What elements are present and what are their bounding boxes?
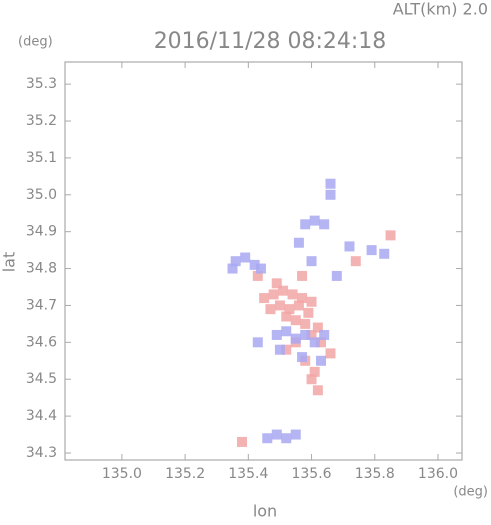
echo-cell (265, 304, 276, 315)
chart-title: 2016/11/28 08:24:18 (154, 29, 387, 54)
echo-cell (316, 355, 327, 366)
echo-cell (281, 311, 292, 322)
echo-cell (306, 329, 317, 340)
echo-cell (262, 433, 273, 444)
x-tick-label: 136.0 (418, 466, 458, 482)
echo-cell (230, 256, 241, 267)
echo-cell (325, 348, 336, 359)
echo-cell (379, 248, 390, 259)
echo-cell (312, 322, 323, 333)
x-tick-label: 135.4 (228, 466, 268, 482)
echo-cell (293, 300, 304, 311)
echo-cell (287, 289, 298, 300)
echo-cell (281, 344, 292, 355)
echo-cell (274, 344, 285, 355)
echo-cell (290, 333, 301, 344)
y-tick-label: 34.4 (26, 408, 57, 424)
echo-cell (306, 296, 317, 307)
y-tick-label: 35.0 (26, 187, 57, 203)
echo-cell (249, 259, 260, 270)
echo-cell (309, 215, 320, 226)
y-unit: (deg) (18, 35, 53, 50)
x-unit: (deg) (453, 485, 488, 500)
echo-cell (278, 285, 289, 296)
echo-cell (281, 326, 292, 337)
y-tick-label: 35.3 (26, 76, 57, 92)
echo-cell (303, 307, 314, 318)
echo-cell (309, 366, 320, 377)
echo-cell (255, 263, 266, 274)
y-tick-label: 35.2 (26, 113, 57, 129)
echo-cell (293, 237, 304, 248)
echo-cell (306, 256, 317, 267)
echo-cell (319, 219, 330, 230)
echo-cell (259, 293, 270, 304)
echo-cell (271, 329, 282, 340)
echo-cell (237, 436, 248, 447)
y-tick-label: 34.9 (26, 224, 57, 240)
echo-cell (297, 352, 308, 363)
echo-cell (300, 329, 311, 340)
echo-cell (319, 329, 330, 340)
echo-cell (268, 289, 279, 300)
echo-cell (366, 245, 377, 256)
echo-cell (252, 337, 263, 348)
echo-cell (316, 337, 327, 348)
echo-cell (325, 178, 336, 189)
echo-cell (281, 433, 292, 444)
echo-cell (300, 219, 311, 230)
echo-cell (306, 374, 317, 385)
echo-cell (350, 256, 361, 267)
echo-cell (297, 270, 308, 281)
echo-cell (284, 304, 295, 315)
altitude-label: ALT(km) 2.0 (393, 0, 488, 19)
echo-cell (331, 270, 342, 281)
echo-cell (274, 300, 285, 311)
echo-cell (344, 241, 355, 252)
x-tick-label: 135.0 (102, 466, 142, 482)
y-tick-label: 34.6 (26, 334, 57, 350)
echo-cell (309, 337, 320, 348)
echo-cell (297, 293, 308, 304)
y-tick-label: 35.1 (26, 150, 57, 166)
echo-cell (290, 315, 301, 326)
x-tick-label: 135.2 (165, 466, 205, 482)
echo-cell (227, 263, 238, 274)
y-tick-label: 34.3 (26, 445, 57, 461)
echo-cell (240, 252, 251, 263)
echo-cell (385, 230, 396, 241)
y-tick-label: 34.8 (26, 261, 57, 277)
y-tick-label: 34.7 (26, 297, 57, 313)
plot-frame (64, 61, 463, 461)
echo-cell (300, 318, 311, 329)
echo-cell (271, 429, 282, 440)
x-axis-label: lon (253, 502, 277, 521)
echo-cell (290, 429, 301, 440)
echo-cell (252, 270, 263, 281)
y-tick-label: 34.5 (26, 371, 57, 387)
x-tick-label: 135.8 (355, 466, 395, 482)
echo-cell (312, 385, 323, 396)
echo-cell (325, 189, 336, 200)
x-tick-label: 135.6 (291, 466, 331, 482)
y-axis-label: lat (0, 252, 19, 273)
echo-cell (271, 278, 282, 289)
